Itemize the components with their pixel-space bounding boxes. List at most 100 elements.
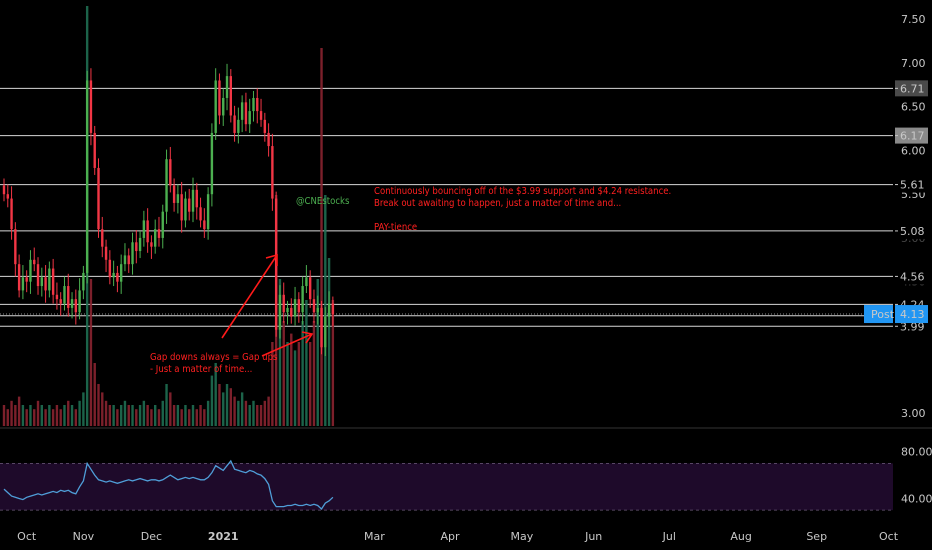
- oscillator-panel: [0, 459, 893, 511]
- candle-body: [331, 303, 335, 315]
- candle-body: [10, 198, 13, 230]
- candle-body: [282, 294, 285, 313]
- volume-bar: [89, 279, 93, 426]
- volume-bar: [267, 396, 270, 426]
- candle-body: [290, 307, 293, 317]
- volume-bar: [157, 409, 161, 426]
- volume-bar: [108, 405, 112, 426]
- candle-body: [97, 167, 100, 230]
- volume-bar: [10, 400, 13, 426]
- candle-body: [237, 119, 240, 133]
- volume-bar: [188, 409, 191, 426]
- candle-body: [29, 259, 32, 282]
- candle-body: [112, 272, 115, 278]
- candle-body: [278, 294, 282, 330]
- candle-body: [6, 194, 9, 199]
- volume-bar: [21, 405, 25, 426]
- candle-body: [116, 272, 119, 282]
- time-tick-label: Jun: [584, 530, 602, 543]
- time-tick-label: Apr: [441, 530, 461, 543]
- candle-body: [51, 268, 55, 295]
- candle-body: [203, 220, 206, 230]
- candle-body: [101, 229, 104, 247]
- time-tick-label: Sep: [806, 530, 827, 543]
- volume-bar: [244, 400, 248, 426]
- volume-bar: [154, 405, 157, 426]
- time-tick-label: Dec: [141, 530, 162, 543]
- volume-bar: [82, 392, 85, 426]
- oscillator-line: [3, 459, 334, 511]
- volume-bar: [104, 400, 108, 426]
- volume-bar: [290, 333, 293, 426]
- time-tick-label: Mar: [364, 530, 385, 543]
- candle-body: [172, 185, 176, 203]
- level-badge: [895, 268, 928, 285]
- volume-bar: [150, 409, 153, 426]
- oscillator-band: [0, 463, 893, 511]
- volume-bar: [203, 409, 206, 426]
- volume-bar: [206, 400, 210, 426]
- candle-body: [78, 290, 81, 313]
- volume-bar: [67, 400, 70, 426]
- volume-bar: [252, 400, 255, 426]
- price-tick-label: 7.50: [901, 13, 926, 26]
- oscillator-tick-label: 40.00: [901, 492, 932, 505]
- volume-bar: [101, 392, 104, 426]
- candle-body: [218, 80, 221, 116]
- level-badge-label: 6.71: [900, 82, 925, 95]
- volume-bar: [119, 405, 123, 426]
- volume-bar: [169, 392, 172, 426]
- last-price-label: 4.13: [900, 308, 925, 321]
- candle-body: [259, 111, 263, 120]
- price-tick-label: 6.50: [901, 101, 926, 114]
- candle-body: [40, 277, 43, 287]
- candle-body: [308, 277, 312, 300]
- volume-bar: [97, 384, 100, 426]
- annotation-line-3: PAY-tience: [374, 222, 417, 233]
- volume-bar: [222, 392, 225, 426]
- volume-bar: [93, 363, 96, 426]
- volume-bar: [327, 258, 331, 426]
- volume-bar: [263, 400, 267, 426]
- annotation-gap-1: Gap downs always = Gap ups: [150, 352, 278, 363]
- candle-body: [252, 97, 255, 112]
- candle-body: [48, 268, 51, 291]
- candle-body: [21, 277, 25, 291]
- candle-body: [108, 259, 112, 278]
- time-axis: Oct Nov Dec 2021 Mar Apr May Jun Jul Aug Sep Oct: [17, 530, 899, 543]
- volume-bar: [195, 409, 198, 426]
- candle-body: [244, 102, 248, 125]
- candle-body: [206, 194, 210, 230]
- candle-body: [44, 277, 47, 291]
- volume-bar: [233, 396, 236, 426]
- volume-bar: [286, 342, 289, 426]
- volume-bar: [135, 409, 138, 426]
- volume-bar: [17, 396, 21, 426]
- level-badge-label: 5.08: [900, 225, 925, 238]
- candle-body: [195, 189, 198, 208]
- volume-bar: [301, 321, 304, 426]
- candle-body: [184, 198, 187, 221]
- volume-bar: [74, 409, 78, 426]
- candle-body: [142, 220, 146, 238]
- price-tick-label: 3.00: [901, 407, 926, 420]
- candle-body: [305, 277, 308, 287]
- oscillator-tick-label: 80.00: [901, 446, 932, 459]
- volume-bar: [199, 405, 202, 426]
- candle-body: [36, 264, 40, 287]
- volume-bar: [282, 321, 285, 426]
- candle-body: [146, 220, 149, 243]
- candle-body: [274, 198, 278, 330]
- volume-bar: [240, 392, 244, 426]
- annotation-line-1: Continuously bouncing off of the $3.99 s…: [374, 186, 671, 197]
- time-tick-label: Aug: [730, 530, 751, 543]
- volume-bar: [33, 409, 36, 426]
- candle-body: [17, 264, 21, 291]
- volume-bar: [161, 400, 164, 426]
- volume-bar: [305, 300, 308, 426]
- time-tick-label: 2021: [208, 530, 239, 543]
- volume-bar: [14, 405, 17, 426]
- volume-bar: [320, 48, 323, 426]
